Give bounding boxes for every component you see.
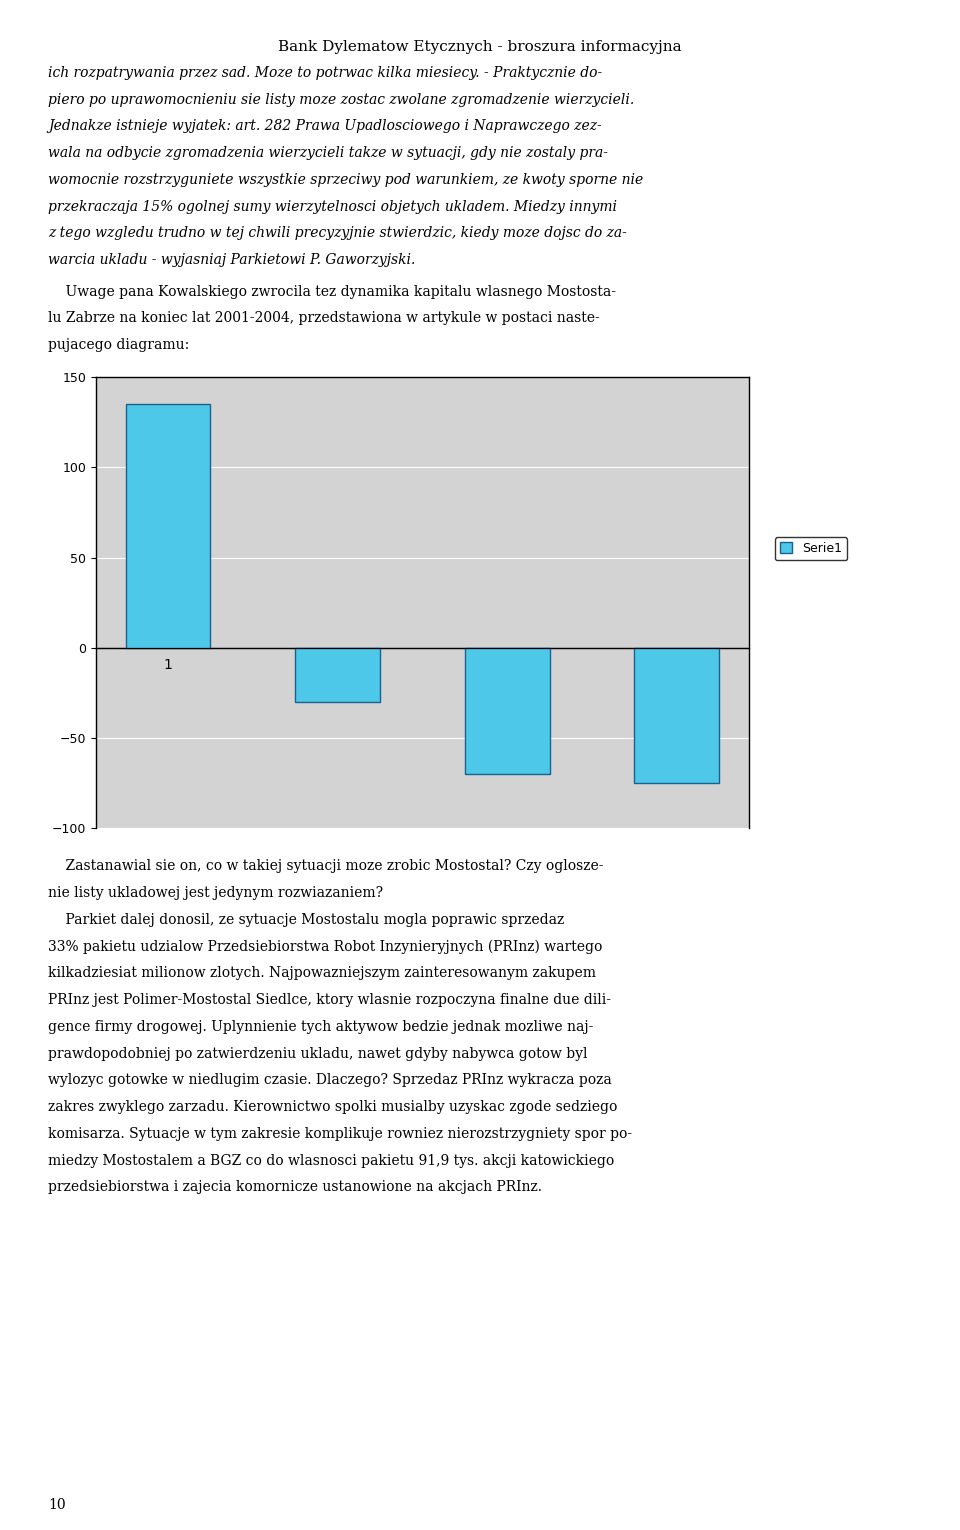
Text: gence firmy drogowej. Uplynnienie tych aktywow bedzie jednak mozliwe naj-: gence firmy drogowej. Uplynnienie tych a… (48, 1021, 593, 1034)
Text: PRInz jest Polimer-Mostostal Siedlce, ktory wlasnie rozpoczyna finalne due dili-: PRInz jest Polimer-Mostostal Siedlce, kt… (48, 993, 611, 1007)
Text: wylozyc gotowke w niedlugim czasie. Dlaczego? Sprzedaz PRInz wykracza poza: wylozyc gotowke w niedlugim czasie. Dlac… (48, 1074, 612, 1088)
Text: Parkiet dalej donosil, ze sytuacje Mostostalu mogla poprawic sprzedaz: Parkiet dalej donosil, ze sytuacje Mosto… (48, 912, 564, 927)
Text: wala na odbycie zgromadzenia wierzycieli takze w sytuacji, gdy nie zostaly pra-: wala na odbycie zgromadzenia wierzycieli… (48, 147, 608, 161)
Text: przekraczaja 15% ogolnej sumy wierzytelnosci objetych ukladem. Miedzy innymi: przekraczaja 15% ogolnej sumy wierzyteln… (48, 200, 617, 214)
Text: warcia ukladu - wyjasniaj Parkietowi P. Gaworzyjski.: warcia ukladu - wyjasniaj Parkietowi P. … (48, 254, 416, 268)
Text: ich rozpatrywania przez sad. Moze to potrwac kilka miesiecy. - Praktycznie do-: ich rozpatrywania przez sad. Moze to pot… (48, 66, 602, 80)
Text: 10: 10 (48, 1498, 65, 1512)
Legend: Serie1: Serie1 (775, 537, 847, 560)
Text: z tego wzgledu trudno w tej chwili precyzyjnie stwierdzic, kiedy moze dojsc do z: z tego wzgledu trudno w tej chwili precy… (48, 226, 627, 240)
Text: lu Zabrze na koniec lat 2001-2004, przedstawiona w artykule w postaci naste-: lu Zabrze na koniec lat 2001-2004, przed… (48, 312, 600, 326)
Text: miedzy Mostostalem a BGZ co do wlasnosci pakietu 91,9 tys. akcji katowickiego: miedzy Mostostalem a BGZ co do wlasnosci… (48, 1154, 614, 1167)
Text: nie listy ukladowej jest jedynym rozwiazaniem?: nie listy ukladowej jest jedynym rozwiaz… (48, 886, 383, 900)
Bar (635, 649, 719, 783)
Text: Uwage pana Kowalskiego zwrocila tez dynamika kapitalu wlasnego Mostosta-: Uwage pana Kowalskiego zwrocila tez dyna… (48, 285, 616, 298)
Text: przedsiebiorstwa i zajecia komornicze ustanowione na akcjach PRInz.: przedsiebiorstwa i zajecia komornicze us… (48, 1181, 542, 1195)
Bar (126, 404, 210, 649)
Text: Jednakze istnieje wyjatek: art. 282 Prawa Upadlosciowego i Naprawczego zez-: Jednakze istnieje wyjatek: art. 282 Praw… (48, 119, 602, 133)
Text: kilkadziesiat milionow zlotych. Najpowazniejszym zainteresowanym zakupem: kilkadziesiat milionow zlotych. Najpowaz… (48, 967, 596, 981)
Text: womocnie rozstrzyguniete wszystkie sprzeciwy pod warunkiem, ze kwoty sporne nie: womocnie rozstrzyguniete wszystkie sprze… (48, 173, 643, 187)
Bar (465, 649, 549, 774)
Text: 33% pakietu udzialow Przedsiebiorstwa Robot Inzynieryjnych (PRInz) wartego: 33% pakietu udzialow Przedsiebiorstwa Ro… (48, 939, 602, 953)
Text: Zastanawial sie on, co w takiej sytuacji moze zrobic Mostostal? Czy oglosze-: Zastanawial sie on, co w takiej sytuacji… (48, 860, 604, 874)
Text: pujacego diagramu:: pujacego diagramu: (48, 338, 189, 352)
Text: piero po uprawomocnieniu sie listy moze zostac zwolane zgromadzenie wierzycieli.: piero po uprawomocnieniu sie listy moze … (48, 93, 635, 107)
Text: Bank Dylematow Etycznych - broszura informacyjna: Bank Dylematow Etycznych - broszura info… (278, 40, 682, 54)
Bar (296, 649, 380, 702)
Text: zakres zwyklego zarzadu. Kierownictwo spolki musialby uzyskac zgode sedziego: zakres zwyklego zarzadu. Kierownictwo sp… (48, 1100, 617, 1114)
Text: prawdopodobniej po zatwierdzeniu ukladu, nawet gdyby nabywca gotow byl: prawdopodobniej po zatwierdzeniu ukladu,… (48, 1047, 588, 1060)
Text: komisarza. Sytuacje w tym zakresie komplikuje rowniez nierozstrzygniety spor po-: komisarza. Sytuacje w tym zakresie kompl… (48, 1128, 632, 1141)
